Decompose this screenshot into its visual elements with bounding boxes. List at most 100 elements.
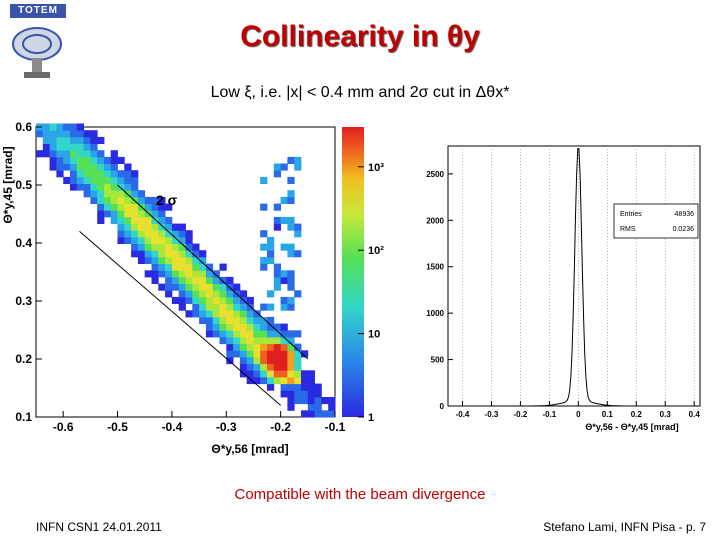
heatmap-cell xyxy=(199,256,207,264)
heatmap-cell xyxy=(233,310,241,318)
heatmap-cell xyxy=(97,156,105,164)
heatmap-cell xyxy=(273,363,281,371)
heatmap-cell xyxy=(185,283,193,291)
heatmap-cell xyxy=(70,170,78,178)
heatmap-cell xyxy=(287,250,295,258)
heatmap-cell xyxy=(233,330,241,338)
heatmap-cell xyxy=(76,176,84,184)
heatmap-cell xyxy=(273,370,281,378)
heatmap-cell xyxy=(151,210,159,218)
heatmap-cell xyxy=(307,390,315,398)
heatmap-cell xyxy=(158,236,166,244)
heatmap-cell xyxy=(294,390,302,398)
heatmap-cell xyxy=(205,263,214,271)
heatmap-cell xyxy=(56,163,64,171)
heatmap-cell xyxy=(76,170,84,178)
heatmap-cell xyxy=(307,377,315,385)
heatmap-cell xyxy=(287,243,295,251)
heatmap-cell xyxy=(287,363,295,371)
heatmap-cell xyxy=(199,310,207,318)
heatmap-cell xyxy=(260,263,268,271)
heatmap-cell xyxy=(212,276,220,284)
heatmap-cell xyxy=(205,290,214,298)
heatmap-cell xyxy=(280,383,288,391)
heatmap-cell xyxy=(117,183,125,191)
heatmap-cell xyxy=(287,270,295,278)
heatmap-cell xyxy=(239,330,248,338)
heatmap-cell xyxy=(83,183,91,191)
heatmap-cell xyxy=(267,363,275,371)
heatmap-cell xyxy=(97,150,105,158)
heatmap-cell xyxy=(49,143,57,151)
stats-box xyxy=(613,203,699,239)
heatmap-cell xyxy=(165,236,173,244)
heatmap-cell xyxy=(280,343,288,351)
heatmap-cell xyxy=(301,390,309,398)
heatmap-cell xyxy=(178,256,186,264)
heatmap-cell xyxy=(165,256,173,264)
heatmap-cell xyxy=(137,216,146,224)
heatmap-cell xyxy=(83,136,91,144)
heatmap-cell xyxy=(239,303,248,311)
histogram-y-tick-label: 500 xyxy=(431,356,445,365)
heatmap-cell xyxy=(165,276,173,284)
heatmap-cell xyxy=(124,170,132,178)
heatmap-cell xyxy=(70,136,78,144)
heatmap-cell xyxy=(287,196,295,204)
heatmap-cell xyxy=(314,397,322,405)
heatmap-cell xyxy=(287,357,295,365)
heatmap-cell xyxy=(253,370,261,378)
heatmap-cell xyxy=(199,296,207,304)
heatmap-cell xyxy=(131,216,139,224)
heatmap-cell xyxy=(273,337,281,345)
heatmap-cell xyxy=(144,203,152,211)
heatmap-cell xyxy=(205,316,214,324)
heatmap-cell xyxy=(246,316,254,324)
heatmap-cell xyxy=(117,170,125,178)
heatmap-y-tick-label: 0.3 xyxy=(15,294,32,308)
heatmap-cell xyxy=(171,243,180,251)
heatmap-cell xyxy=(131,243,139,251)
heatmap-cell xyxy=(294,250,302,258)
heatmap-cell xyxy=(104,203,112,211)
heatmap-cell xyxy=(131,250,139,258)
heatmap-cell xyxy=(212,330,220,338)
heatmap-cell xyxy=(287,397,295,405)
heatmap-cell xyxy=(253,323,261,331)
heatmap-cell xyxy=(301,350,309,358)
heatmap-cell xyxy=(144,223,152,231)
heatmap-cell xyxy=(260,343,268,351)
heatmap-cell xyxy=(90,183,98,191)
heatmap-cell xyxy=(97,210,105,218)
heatmap-cell xyxy=(165,203,173,211)
heatmap-cell xyxy=(287,216,295,224)
heatmap-cell xyxy=(328,410,336,418)
heatmap-cell xyxy=(56,156,64,164)
heatmap-cell xyxy=(90,150,98,158)
heatmap-cell xyxy=(307,383,315,391)
heatmap-cell xyxy=(192,263,200,271)
heatmap-cell xyxy=(219,337,227,345)
heatmap-cell xyxy=(260,316,268,324)
heatmap-cell xyxy=(287,390,295,398)
heatmap-cell xyxy=(328,403,336,411)
heatmap-cell xyxy=(226,310,234,318)
heatmap-cell xyxy=(267,370,275,378)
heatmap-cell xyxy=(110,210,118,218)
heatmap-cell xyxy=(246,357,254,365)
heatmap-cell xyxy=(83,143,91,151)
heatmap-cell xyxy=(301,377,309,385)
heatmap-cell xyxy=(70,183,78,191)
band-annotation: 2 σ xyxy=(156,192,178,208)
heatmap-cell xyxy=(104,170,112,178)
heatmap-cell xyxy=(70,130,78,138)
heatmap-cell xyxy=(151,276,159,284)
heatmap-cell xyxy=(192,270,200,278)
heatmap-cell xyxy=(260,357,268,365)
heatmap-cell xyxy=(56,150,64,158)
heatmap-cell xyxy=(151,256,159,264)
heatmap-cell xyxy=(97,216,105,224)
heatmap-cell xyxy=(226,303,234,311)
heatmap-cell xyxy=(267,316,275,324)
heatmap-cell xyxy=(246,323,254,331)
